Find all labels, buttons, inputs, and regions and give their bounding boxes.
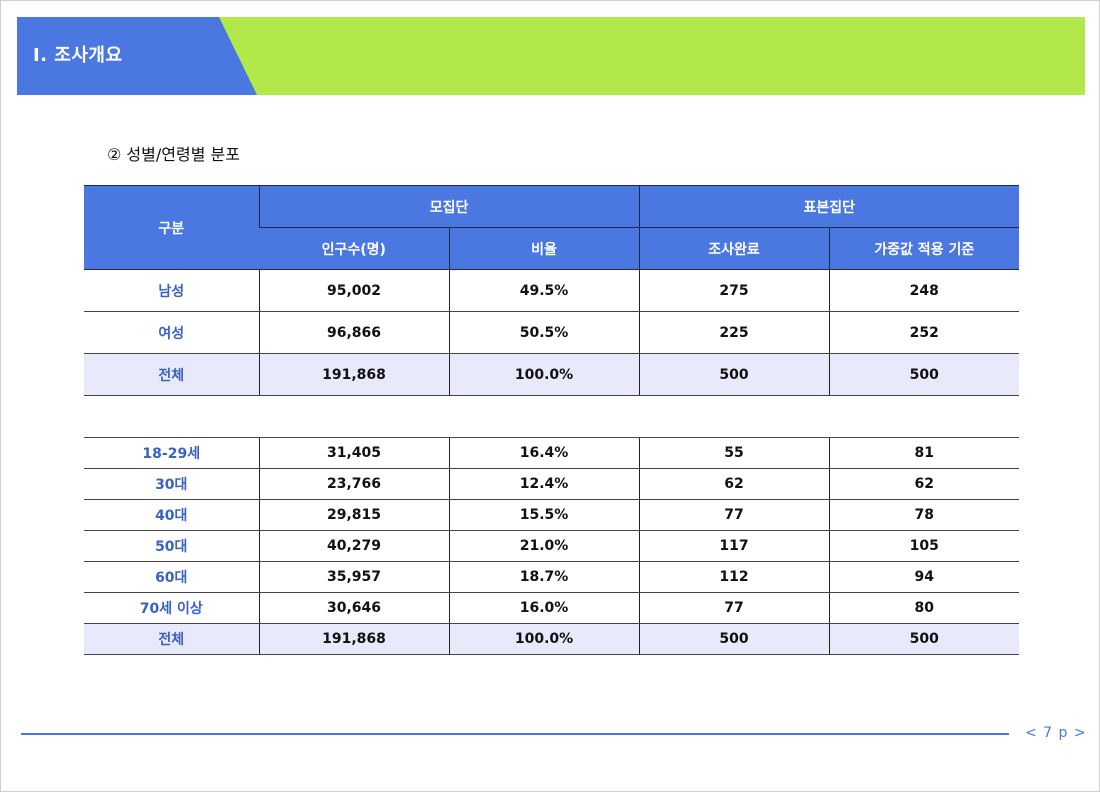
table-subtitle: ② 성별/연령별 분포 xyxy=(107,145,240,164)
page-number: < 7 p > xyxy=(1025,725,1087,741)
header-ratio: 비율 xyxy=(448,227,640,270)
cell-completed: 62 xyxy=(638,468,830,500)
row-label: 50대 xyxy=(84,530,259,562)
table-row: 18-29세 31,405 16.4% 55 81 xyxy=(84,437,1020,469)
cell-completed: 500 xyxy=(638,623,830,655)
cell-count: 40,279 xyxy=(258,530,449,562)
table-row: 70세 이상 30,646 16.0% 77 80 xyxy=(84,592,1020,624)
cell-weighted: 500 xyxy=(828,353,1020,396)
cell-count: 29,815 xyxy=(258,499,449,531)
cell-ratio: 15.5% xyxy=(448,499,640,531)
cell-count: 23,766 xyxy=(258,468,449,500)
cell-weighted: 94 xyxy=(828,561,1020,593)
table-row: 남성 95,002 49.5% 275 248 xyxy=(84,269,1020,312)
cell-completed: 77 xyxy=(638,592,830,624)
row-label: 전체 xyxy=(84,623,259,655)
cell-weighted: 252 xyxy=(828,311,1020,354)
cell-count: 191,868 xyxy=(258,353,449,396)
header-population-count: 인구수(명) xyxy=(259,227,449,270)
row-label: 40대 xyxy=(84,499,259,531)
header-category: 구분 xyxy=(84,185,259,270)
cell-ratio: 50.5% xyxy=(448,311,640,354)
cell-weighted: 248 xyxy=(828,269,1020,312)
cell-count: 95,002 xyxy=(258,269,449,312)
table-row: 여성 96,866 50.5% 225 252 xyxy=(84,311,1020,354)
header-completed: 조사완료 xyxy=(638,227,830,270)
cell-weighted: 500 xyxy=(828,623,1020,655)
cell-count: 31,405 xyxy=(258,437,449,469)
cell-completed: 55 xyxy=(638,437,830,469)
row-label: 남성 xyxy=(84,269,259,312)
section-header-blue-tab xyxy=(17,17,257,95)
cell-weighted: 81 xyxy=(828,437,1020,469)
cell-count: 96,866 xyxy=(258,311,449,354)
header-weighted: 가중값 적용 기준 xyxy=(828,227,1020,270)
footer-divider xyxy=(21,733,1009,735)
cell-weighted: 62 xyxy=(828,468,1020,500)
cell-count: 30,646 xyxy=(258,592,449,624)
cell-completed: 275 xyxy=(638,269,830,312)
section-header-banner: Ⅰ. 조사개요 xyxy=(17,17,1085,95)
cell-completed: 77 xyxy=(638,499,830,531)
header-population: 모집단 xyxy=(258,185,640,228)
cell-ratio: 12.4% xyxy=(448,468,640,500)
table-row-total: 전체 191,868 100.0% 500 500 xyxy=(84,623,1020,655)
row-label: 60대 xyxy=(84,561,259,593)
header-sample: 표본집단 xyxy=(638,185,1020,228)
cell-weighted: 78 xyxy=(828,499,1020,531)
row-label: 전체 xyxy=(84,353,259,396)
cell-ratio: 100.0% xyxy=(448,623,640,655)
spacer-cell xyxy=(84,395,1020,438)
cell-count: 191,868 xyxy=(258,623,449,655)
table-spacer-row xyxy=(84,395,1020,438)
cell-ratio: 16.0% xyxy=(448,592,640,624)
cell-ratio: 21.0% xyxy=(448,530,640,562)
cell-ratio: 16.4% xyxy=(448,437,640,469)
cell-ratio: 100.0% xyxy=(448,353,640,396)
row-label: 여성 xyxy=(84,311,259,354)
row-label: 70세 이상 xyxy=(84,592,259,624)
cell-completed: 117 xyxy=(638,530,830,562)
cell-ratio: 49.5% xyxy=(448,269,640,312)
table-row: 60대 35,957 18.7% 112 94 xyxy=(84,561,1020,593)
table-row: 50대 40,279 21.0% 117 105 xyxy=(84,530,1020,562)
table-row-total: 전체 191,868 100.0% 500 500 xyxy=(84,353,1020,396)
cell-ratio: 18.7% xyxy=(448,561,640,593)
table-row: 40대 29,815 15.5% 77 78 xyxy=(84,499,1020,531)
cell-completed: 500 xyxy=(638,353,830,396)
distribution-table: 구분 모집단 표본집단 인구수(명) 비율 조사완료 가중값 적용 기준 남성 … xyxy=(84,185,1020,655)
row-label: 30대 xyxy=(84,468,259,500)
cell-weighted: 80 xyxy=(828,592,1020,624)
row-label: 18-29세 xyxy=(84,437,259,469)
table-row: 30대 23,766 12.4% 62 62 xyxy=(84,468,1020,500)
section-title: Ⅰ. 조사개요 xyxy=(33,45,123,66)
cell-completed: 225 xyxy=(638,311,830,354)
cell-completed: 112 xyxy=(638,561,830,593)
cell-weighted: 105 xyxy=(828,530,1020,562)
cell-count: 35,957 xyxy=(258,561,449,593)
